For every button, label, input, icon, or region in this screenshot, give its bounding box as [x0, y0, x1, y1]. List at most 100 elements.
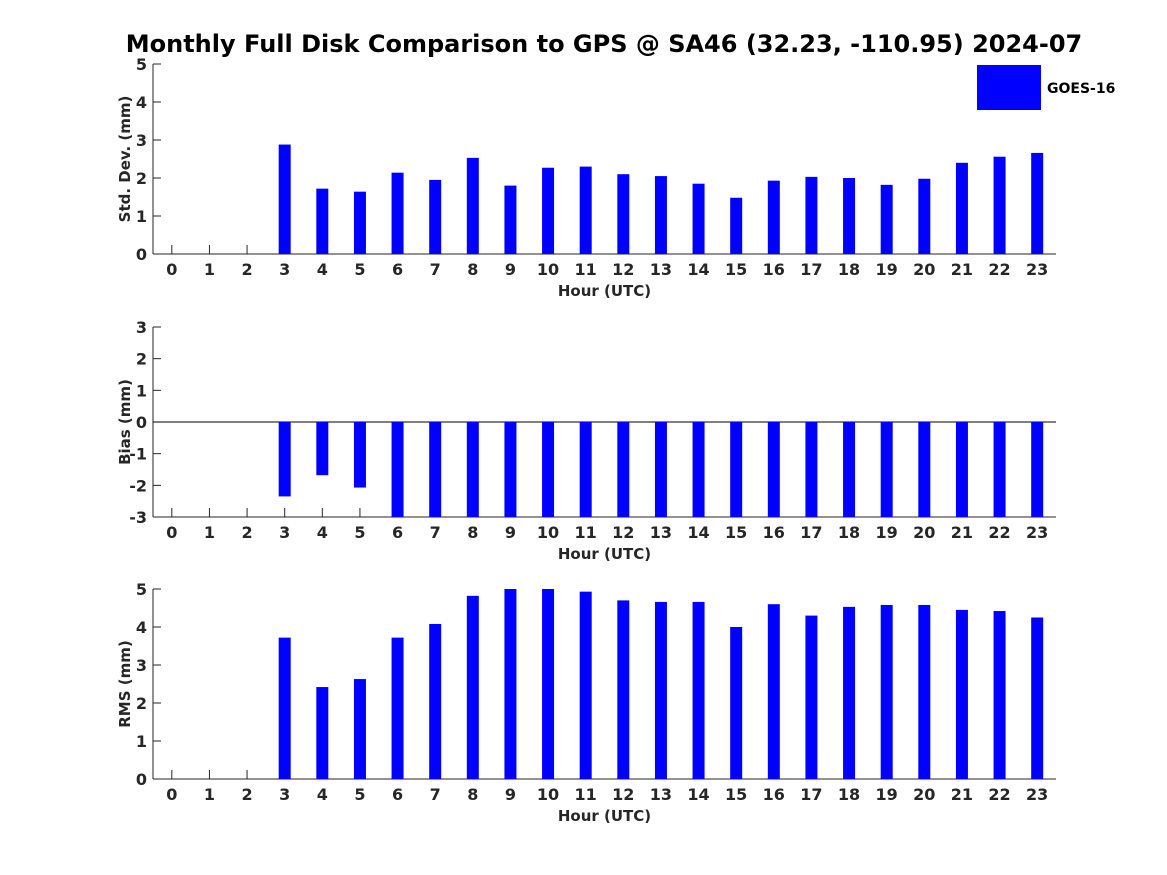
bar-hour-8 — [466, 157, 479, 254]
y-tick-label: 0 — [136, 770, 147, 789]
x-axis-label: Hour (UTC) — [558, 545, 651, 563]
bar-hour-12 — [617, 422, 630, 517]
x-tick-label: 1 — [204, 260, 215, 279]
bar-hour-9 — [504, 185, 517, 254]
bar-hour-21 — [955, 162, 968, 254]
x-tick-label: 2 — [241, 260, 252, 279]
bar-hour-3 — [278, 144, 291, 254]
x-tick-label: 11 — [575, 785, 597, 804]
x-tick-label: 17 — [800, 260, 822, 279]
y-tick-label: 0 — [136, 245, 147, 264]
x-tick-label: 18 — [838, 260, 860, 279]
x-tick-label: 20 — [913, 785, 935, 804]
x-tick-label: 20 — [913, 523, 935, 542]
bar-hour-11 — [579, 422, 592, 517]
x-tick-label: 3 — [279, 260, 290, 279]
x-tick-label: 1 — [204, 523, 215, 542]
x-tick-label: 17 — [800, 523, 822, 542]
y-tick-label: -3 — [129, 508, 147, 527]
bar-hour-3 — [278, 422, 291, 497]
x-tick-label: 13 — [650, 523, 672, 542]
bar-hour-16 — [767, 180, 780, 254]
x-tick-label: 9 — [505, 523, 516, 542]
y-tick-label: 5 — [136, 55, 147, 74]
x-tick-label: 16 — [763, 260, 785, 279]
x-tick-label: 8 — [467, 260, 478, 279]
x-tick-label: 4 — [317, 523, 328, 542]
x-tick-label: 2 — [241, 785, 252, 804]
x-tick-label: 11 — [575, 523, 597, 542]
bar-hour-8 — [466, 595, 479, 779]
x-tick-label: 12 — [612, 260, 634, 279]
x-tick-label: 10 — [537, 785, 559, 804]
y-tick-label: 1 — [136, 381, 147, 400]
x-tick-label: 13 — [650, 785, 672, 804]
x-tick-label: 1 — [204, 785, 215, 804]
bar-hour-7 — [429, 623, 442, 779]
x-axis-label: Hour (UTC) — [558, 282, 651, 300]
bar-hour-4 — [316, 422, 329, 476]
bar-hour-12 — [617, 600, 630, 779]
y-tick-label: -2 — [129, 476, 147, 495]
x-tick-label: 4 — [317, 260, 328, 279]
x-tick-label: 0 — [166, 785, 177, 804]
bar-hour-11 — [579, 591, 592, 779]
bar-hour-20 — [918, 178, 931, 254]
x-tick-label: 7 — [430, 785, 441, 804]
y-tick-label: 2 — [136, 169, 147, 188]
bar-hour-7 — [429, 422, 442, 517]
x-tick-label: 3 — [279, 785, 290, 804]
bar-hour-7 — [429, 179, 442, 254]
bar-hour-22 — [993, 611, 1006, 779]
bar-hour-13 — [654, 422, 667, 517]
x-tick-label: 15 — [725, 260, 747, 279]
x-tick-label: 6 — [392, 523, 403, 542]
bar-hour-23 — [1031, 617, 1044, 779]
y-tick-label: -1 — [129, 445, 147, 464]
x-tick-label: 5 — [354, 523, 365, 542]
x-tick-label: 20 — [913, 260, 935, 279]
bar-hour-13 — [654, 601, 667, 779]
y-tick-label: 0 — [136, 413, 147, 432]
bar-hour-6 — [391, 637, 404, 779]
bar-hour-18 — [843, 178, 856, 254]
bar-hour-5 — [353, 679, 366, 779]
bar-hour-6 — [391, 422, 404, 517]
bar-hour-23 — [1031, 152, 1044, 254]
bar-hour-3 — [278, 637, 291, 779]
x-tick-label: 7 — [430, 260, 441, 279]
bar-hour-5 — [353, 191, 366, 254]
bar-hour-17 — [805, 176, 818, 254]
x-tick-label: 5 — [354, 785, 365, 804]
y-axis-label: Bias (mm) — [116, 379, 134, 465]
bar-hour-18 — [843, 606, 856, 779]
x-tick-label: 19 — [876, 785, 898, 804]
bar-hour-19 — [880, 604, 893, 779]
legend-label-goes-16: GOES-16 — [1047, 81, 1115, 97]
bar-hour-8 — [466, 422, 479, 517]
y-axis-label: Std. Dev. (mm) — [116, 96, 134, 223]
y-tick-label: 5 — [136, 580, 147, 599]
y-tick-label: 1 — [136, 732, 147, 751]
x-tick-label: 8 — [467, 785, 478, 804]
bar-hour-20 — [918, 604, 931, 779]
bar-hour-15 — [730, 422, 743, 517]
x-tick-label: 21 — [951, 523, 973, 542]
bar-hour-16 — [767, 604, 780, 779]
x-tick-label: 2 — [241, 523, 252, 542]
bar-hour-12 — [617, 174, 630, 254]
bar-hour-17 — [805, 422, 818, 517]
x-tick-label: 4 — [317, 785, 328, 804]
x-tick-label: 22 — [988, 785, 1010, 804]
legend: GOES-16 — [977, 65, 1115, 110]
bar-hour-18 — [843, 422, 856, 517]
x-tick-label: 10 — [537, 523, 559, 542]
x-tick-label: 15 — [725, 523, 747, 542]
y-tick-label: 2 — [136, 694, 147, 713]
x-tick-label: 22 — [988, 260, 1010, 279]
bar-hour-13 — [654, 176, 667, 254]
y-tick-label: 1 — [136, 207, 147, 226]
bar-hour-5 — [353, 422, 366, 488]
bar-hour-9 — [504, 589, 517, 779]
